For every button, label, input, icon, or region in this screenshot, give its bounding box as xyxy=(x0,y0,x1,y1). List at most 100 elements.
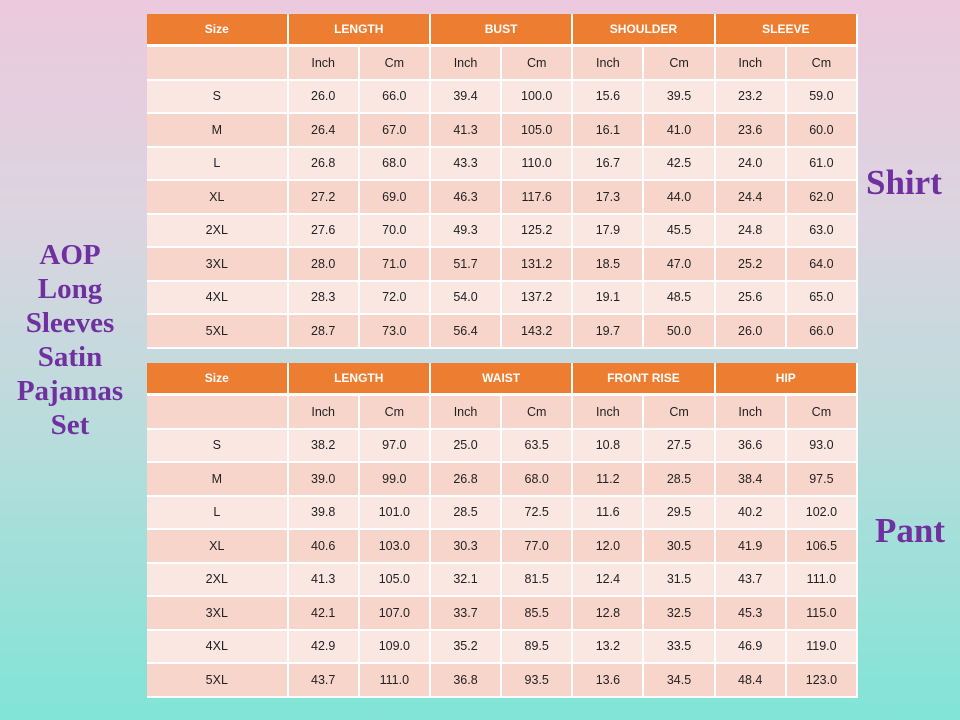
measurement-cell: 16.7 xyxy=(572,146,645,181)
measurement-cell: 99.0 xyxy=(358,462,431,497)
measurement-cell: 119.0 xyxy=(785,629,859,664)
measurement-cell: 71.0 xyxy=(358,247,431,282)
size-cell: M xyxy=(147,113,289,148)
measurement-cell: 117.6 xyxy=(501,180,574,215)
measurement-cell: 109.0 xyxy=(358,629,431,664)
measurement-cell: 33.5 xyxy=(643,629,716,664)
measurement-cell: 115.0 xyxy=(785,596,859,631)
measurement-cell: 28.5 xyxy=(643,462,716,497)
measurement-cell: 43.7 xyxy=(714,562,787,597)
measurement-cell: 102.0 xyxy=(785,495,859,530)
measurement-cell: 107.0 xyxy=(358,596,431,631)
measurement-cell: 27.5 xyxy=(643,428,716,463)
unit-header: Cm xyxy=(501,45,574,81)
unit-header: Inch xyxy=(714,45,787,81)
measurement-cell: 28.0 xyxy=(287,247,360,282)
measurement-cell: 68.0 xyxy=(501,462,574,497)
unit-header: Cm xyxy=(785,394,859,430)
measurement-cell: 48.5 xyxy=(643,280,716,315)
measurement-cell: 17.3 xyxy=(572,180,645,215)
unit-header: Cm xyxy=(643,45,716,81)
size-cell: 3XL xyxy=(147,247,289,282)
size-cell: 5XL xyxy=(147,314,289,349)
size-cell: 4XL xyxy=(147,280,289,315)
measurement-cell: 11.2 xyxy=(572,462,645,497)
measurement-cell: 18.5 xyxy=(572,247,645,282)
table-row: 3XL 42.1 107.0 33.7 85.5 12.8 32.5 45.3 115.0 xyxy=(147,596,859,631)
measurement-cell: 65.0 xyxy=(785,280,859,315)
size-header: Size xyxy=(147,14,289,47)
measurement-cell: 35.2 xyxy=(429,629,503,664)
unit-row: Inch Cm Inch Cm Inch Cm Inch Cm xyxy=(147,45,859,81)
measurement-cell: 66.0 xyxy=(358,79,431,114)
measurement-cell: 31.5 xyxy=(643,562,716,597)
table-row: 2XL 27.6 70.0 49.3 125.2 17.9 45.5 24.8 63.0 xyxy=(147,213,859,248)
measurement-cell: 64.0 xyxy=(785,247,859,282)
measurement-cell: 16.1 xyxy=(572,113,645,148)
measurement-cell: 45.3 xyxy=(714,596,787,631)
header-row: Size LENGTH WAIST FRONT RISE HIP xyxy=(147,363,859,396)
measurement-cell: 70.0 xyxy=(358,213,431,248)
column-group-header: SLEEVE xyxy=(714,14,859,47)
measurement-cell: 89.5 xyxy=(501,629,574,664)
measurement-cell: 137.2 xyxy=(501,280,574,315)
measurement-cell: 34.5 xyxy=(643,663,716,698)
measurement-cell: 73.0 xyxy=(358,314,431,349)
measurement-cell: 42.1 xyxy=(287,596,360,631)
unit-header: Inch xyxy=(429,45,503,81)
measurement-cell: 143.2 xyxy=(501,314,574,349)
measurement-cell: 25.2 xyxy=(714,247,787,282)
measurement-cell: 63.5 xyxy=(501,428,574,463)
table-row: 4XL 28.3 72.0 54.0 137.2 19.1 48.5 25.6 65.0 xyxy=(147,280,859,315)
title-line: Set xyxy=(50,409,90,441)
measurement-cell: 61.0 xyxy=(785,146,859,181)
table-row: 5XL 43.7 111.0 36.8 93.5 13.6 34.5 48.4 123.0 xyxy=(147,663,859,698)
measurement-cell: 43.3 xyxy=(429,146,503,181)
table-row: M 26.4 67.0 41.3 105.0 16.1 41.0 23.6 60.0 xyxy=(147,113,859,148)
measurement-cell: 41.3 xyxy=(287,562,360,597)
measurement-cell: 123.0 xyxy=(785,663,859,698)
unit-cell-empty xyxy=(147,45,289,81)
measurement-cell: 105.0 xyxy=(501,113,574,148)
unit-header: Cm xyxy=(785,45,859,81)
measurement-cell: 63.0 xyxy=(785,213,859,248)
measurement-cell: 13.2 xyxy=(572,629,645,664)
shirt-label: Shirt xyxy=(866,163,942,202)
measurement-cell: 42.9 xyxy=(287,629,360,664)
measurement-cell: 19.7 xyxy=(572,314,645,349)
measurement-cell: 105.0 xyxy=(358,562,431,597)
measurement-cell: 25.6 xyxy=(714,280,787,315)
size-cell: XL xyxy=(147,180,289,215)
measurement-cell: 38.4 xyxy=(714,462,787,497)
unit-header: Cm xyxy=(643,394,716,430)
title-line: Pajamas xyxy=(16,375,124,407)
measurement-cell: 41.0 xyxy=(643,113,716,148)
measurement-cell: 33.7 xyxy=(429,596,503,631)
measurement-cell: 23.6 xyxy=(714,113,787,148)
measurement-cell: 66.0 xyxy=(785,314,859,349)
table-row: XL 40.6 103.0 30.3 77.0 12.0 30.5 41.9 106.5 xyxy=(147,529,859,564)
unit-header: Cm xyxy=(501,394,574,430)
measurement-cell: 97.5 xyxy=(785,462,859,497)
measurement-cell: 111.0 xyxy=(785,562,859,597)
column-group-header: FRONT RISE xyxy=(572,363,716,396)
measurement-cell: 93.0 xyxy=(785,428,859,463)
table-row: 5XL 28.7 73.0 56.4 143.2 19.7 50.0 26.0 66.0 xyxy=(147,314,859,349)
title-line: AOP xyxy=(39,239,101,271)
size-cell: 5XL xyxy=(147,663,289,698)
measurement-cell: 50.0 xyxy=(643,314,716,349)
size-cell: L xyxy=(147,495,289,530)
measurement-cell: 19.1 xyxy=(572,280,645,315)
pant-size-table: Size LENGTH WAIST FRONT RISE HIP Inch Cm Inch Cm… xyxy=(147,363,859,698)
unit-row: Inch Cm Inch Cm Inch Cm Inch Cm xyxy=(147,394,859,430)
measurement-cell: 29.5 xyxy=(643,495,716,530)
measurement-cell: 59.0 xyxy=(785,79,859,114)
measurement-cell: 93.5 xyxy=(501,663,574,698)
column-group-header: LENGTH xyxy=(287,14,431,47)
measurement-cell: 17.9 xyxy=(572,213,645,248)
measurement-cell: 72.5 xyxy=(501,495,574,530)
measurement-cell: 27.2 xyxy=(287,180,360,215)
title-line: Sleeves xyxy=(25,307,115,339)
unit-header: Cm xyxy=(358,394,431,430)
measurement-cell: 51.7 xyxy=(429,247,503,282)
